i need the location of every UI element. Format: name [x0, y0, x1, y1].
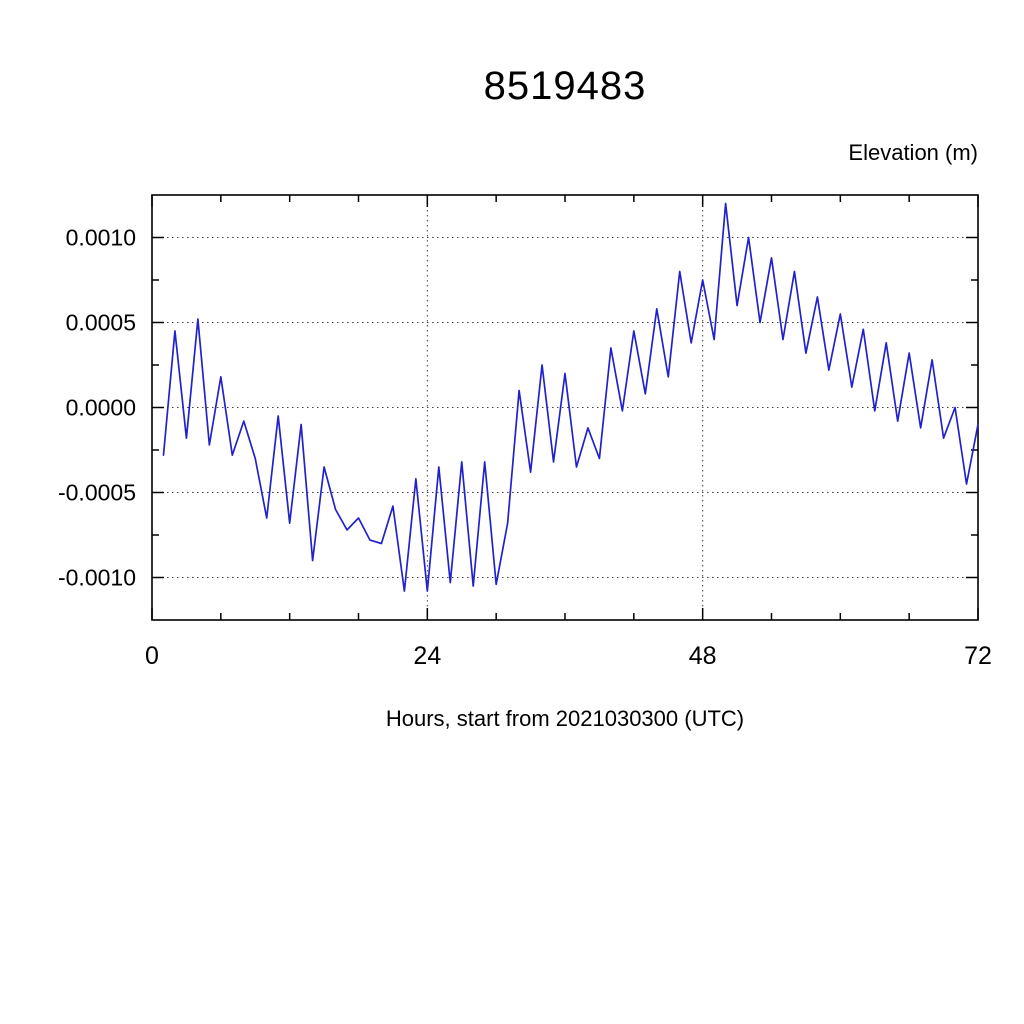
y-tick-label: 0.0010 [66, 225, 136, 251]
page-title: 8519483 [483, 64, 647, 108]
y-tick-label: 0.0000 [66, 395, 136, 421]
x-tick-label: 72 [964, 642, 992, 670]
y-tick-label: 0.0005 [66, 310, 136, 336]
x-axis-title: Hours, start from 2021030300 (UTC) [385, 706, 745, 731]
y-tick-label: -0.0005 [58, 480, 136, 506]
elevation-axis-title: Elevation (m) [848, 140, 978, 165]
plot-frame [151, 194, 979, 621]
x-tick-label: 24 [413, 642, 441, 670]
x-tick-label: 0 [145, 642, 159, 670]
x-tick-label: 48 [689, 642, 717, 670]
elevation-series-line [162, 202, 979, 592]
y-tick-label: -0.0010 [58, 565, 136, 591]
